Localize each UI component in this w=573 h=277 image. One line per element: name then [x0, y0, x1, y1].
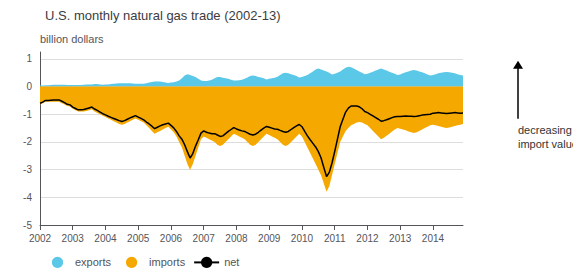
svg-text:decreasing net: decreasing net: [518, 124, 573, 136]
svg-text:exports: exports: [75, 256, 112, 268]
svg-text:2006: 2006: [160, 233, 183, 244]
svg-text:-3: -3: [23, 164, 32, 175]
svg-text:1: 1: [26, 53, 32, 64]
svg-text:-2: -2: [23, 136, 32, 147]
svg-text:import value: import value: [518, 138, 573, 150]
svg-text:net: net: [224, 256, 239, 268]
svg-text:2012: 2012: [356, 233, 379, 244]
svg-text:2005: 2005: [127, 233, 150, 244]
svg-text:0: 0: [26, 81, 32, 92]
svg-text:2008: 2008: [225, 233, 248, 244]
svg-text:-5: -5: [23, 220, 32, 231]
svg-text:imports: imports: [149, 256, 186, 268]
svg-text:-1: -1: [23, 109, 32, 120]
svg-text:2004: 2004: [94, 233, 117, 244]
svg-text:2009: 2009: [258, 233, 281, 244]
svg-text:2002: 2002: [29, 233, 52, 244]
svg-text:U.S. monthly natural gas trade: U.S. monthly natural gas trade (2002-13): [45, 8, 281, 23]
svg-text:2007: 2007: [193, 233, 216, 244]
svg-text:2011: 2011: [324, 233, 346, 244]
svg-text:2003: 2003: [62, 233, 85, 244]
svg-text:-4: -4: [23, 192, 32, 203]
svg-text:2010: 2010: [291, 233, 314, 244]
svg-text:2013: 2013: [389, 233, 412, 244]
svg-text:2014: 2014: [422, 233, 445, 244]
svg-text:billion dollars: billion dollars: [40, 33, 104, 45]
